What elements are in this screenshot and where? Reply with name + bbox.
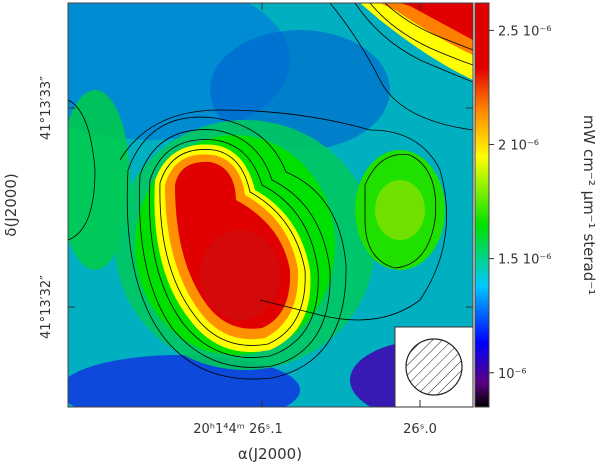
colorbar-tick-label: 2.5 10⁻⁶ [498, 24, 551, 39]
beam-inset [394, 326, 474, 408]
x-tick-label: 20ʰ1⁴4ᵐ 26ˢ.1 [193, 422, 283, 437]
y-axis-label: δ(J2000) [2, 173, 20, 236]
x-tick-label: 26ˢ.0 [403, 422, 437, 437]
y-tick-label: 41°13′32″ [39, 275, 54, 339]
x-axis-label: α(J2000) [238, 445, 302, 463]
colorbar-gradient [474, 2, 490, 408]
x-axis: 20ʰ1⁴4ᵐ 26ˢ.1 26ˢ.0 α(J2000) [193, 3, 437, 463]
colorbar-tick-label: 1.5 10⁻⁶ [498, 253, 551, 268]
y-tick-label: 41°13′33″ [39, 76, 54, 140]
colorbar-tick-label: 2 10⁻⁶ [498, 139, 539, 154]
beam-ellipse [405, 338, 463, 396]
colorbar-label: mW cm⁻² μm⁻¹ sterad⁻¹ [580, 115, 598, 295]
contours [68, 3, 473, 380]
colorbar-tick-label: 10⁻⁶ [498, 367, 527, 382]
y-axis: 41°13′33″ 41°13′32″ δ(J2000) [2, 76, 473, 339]
heatmap-plot [68, 3, 473, 407]
colorbar: 10⁻⁶ 1.5 10⁻⁶ 2 10⁻⁶ 2.5 10⁻⁶ [474, 2, 551, 408]
plot-frame [67, 2, 474, 408]
